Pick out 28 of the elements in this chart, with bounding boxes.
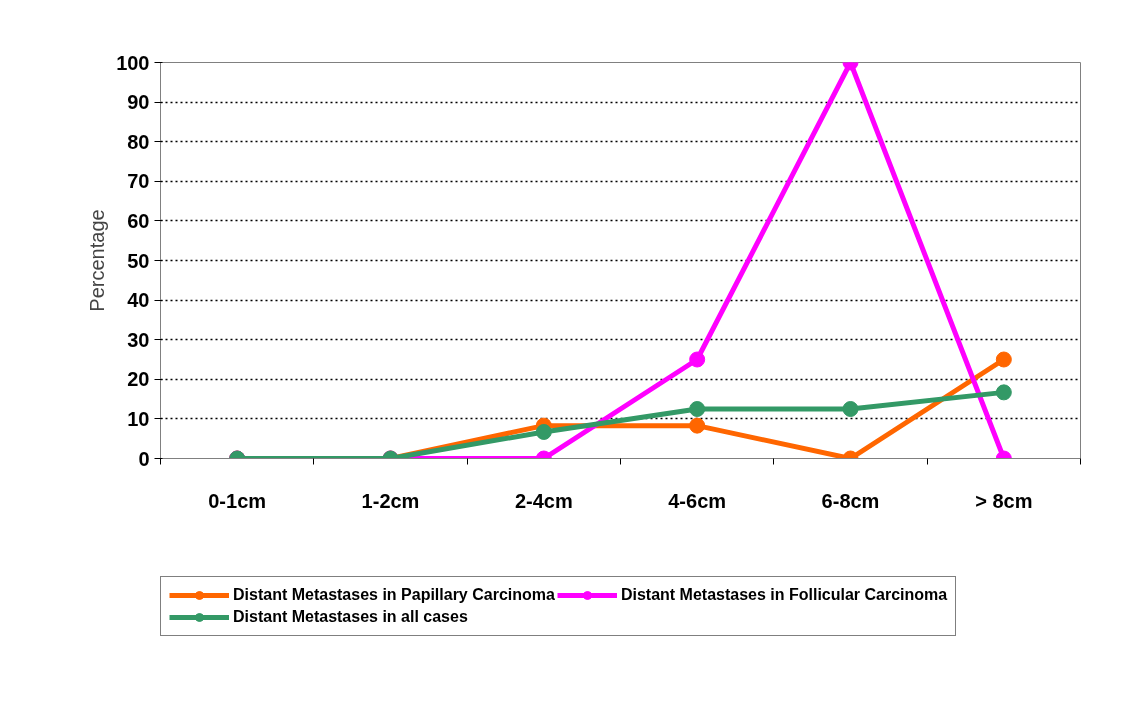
y-tick-label: 90 <box>127 91 150 114</box>
point <box>689 417 706 434</box>
y-tick-label: 10 <box>127 407 150 430</box>
x-tick-label: 6-8cm <box>821 489 880 512</box>
legend-label: Distant Metastases in all cases <box>233 608 468 626</box>
x-tick-label: 1-2cm <box>361 489 420 512</box>
y-tick-label: 60 <box>127 209 150 232</box>
y-axis-title: Percentage <box>86 209 109 312</box>
y-tick-label: 20 <box>127 368 150 391</box>
y-tick-label: 0 <box>138 447 150 470</box>
x-tick-label: 4-6cm <box>668 489 727 512</box>
point <box>842 401 859 417</box>
y-tick-label: 40 <box>127 289 150 312</box>
y-tick-label: 70 <box>127 170 150 193</box>
y-tick-label: 100 <box>116 51 150 74</box>
point <box>995 351 1012 368</box>
y-tick-label: 30 <box>127 328 150 351</box>
point <box>689 351 706 368</box>
y-tick-label: 50 <box>127 249 150 272</box>
legend-label: Distant Metastases in Follicular Carcinoma <box>620 586 948 604</box>
point <box>995 384 1012 401</box>
x-tick-label: 0-1cm <box>208 489 267 512</box>
y-tick-label: 80 <box>127 130 150 153</box>
legend-label: Distant Metastases in Papillary Carcinoma <box>233 586 555 604</box>
x-tick-label: > 8cm <box>975 489 1033 512</box>
x-tick-label: 2-4cm <box>514 489 573 512</box>
point <box>689 401 706 417</box>
point <box>535 423 552 440</box>
